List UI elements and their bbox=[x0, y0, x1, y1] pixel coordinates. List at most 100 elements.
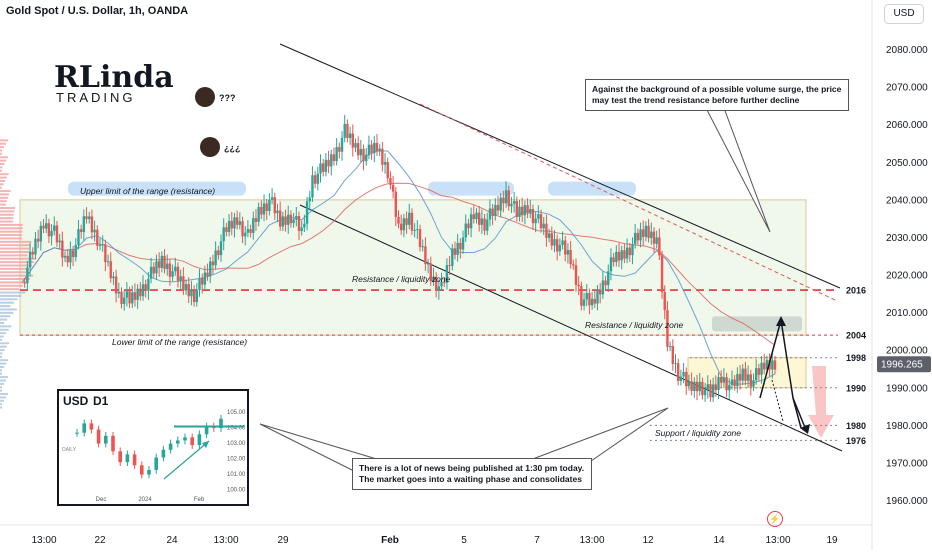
candle-body bbox=[625, 247, 629, 259]
inset-side-label: DAILY bbox=[62, 447, 77, 453]
candle-body bbox=[222, 227, 225, 242]
x-tick-label: 13:00 bbox=[213, 535, 238, 546]
inset-candle-body bbox=[197, 434, 202, 446]
candle-body bbox=[174, 266, 177, 272]
candle-body bbox=[477, 212, 481, 225]
candle-body bbox=[585, 293, 588, 300]
inset-candle-body bbox=[125, 454, 130, 463]
x-tick-label: 5 bbox=[461, 535, 467, 546]
candle-body bbox=[504, 190, 508, 204]
candle-body bbox=[434, 276, 438, 291]
candle-body bbox=[211, 261, 215, 266]
candle-body bbox=[475, 212, 478, 220]
candle-body bbox=[741, 368, 744, 381]
candle-body bbox=[512, 200, 516, 204]
volume-profile-bar bbox=[0, 315, 11, 318]
candle-body bbox=[405, 218, 408, 225]
candle-body bbox=[588, 293, 591, 306]
level-label-1976: 1976 bbox=[846, 436, 866, 446]
volume-profile-bar bbox=[0, 159, 7, 162]
candle-body bbox=[499, 197, 502, 211]
candle-body bbox=[763, 362, 766, 370]
y-tick-label: 2060.000 bbox=[886, 120, 928, 131]
inset-chart: USD D1 105.00 104.00 103.00 102.00 101.00 100.0… bbox=[62, 394, 246, 503]
inset-timeframe: D1 bbox=[93, 394, 109, 408]
callout-pointer-top bbox=[705, 107, 771, 233]
candle-body bbox=[244, 232, 247, 237]
candle-body bbox=[214, 250, 217, 266]
candle-body bbox=[620, 250, 623, 261]
candle-body bbox=[397, 216, 400, 224]
candle-body bbox=[365, 154, 368, 162]
candle-body bbox=[166, 263, 169, 270]
candle-body bbox=[26, 267, 29, 284]
volume-profile-bar bbox=[0, 142, 7, 145]
candle-body bbox=[534, 218, 537, 224]
volume-profile-bar bbox=[0, 396, 7, 399]
candle-body bbox=[278, 210, 282, 227]
candle-body bbox=[693, 381, 696, 391]
currency-button[interactable]: USD bbox=[884, 4, 924, 24]
highlight-pill-1 bbox=[428, 181, 514, 196]
emoji-caption-1: ¿¿¿ bbox=[224, 143, 241, 153]
candle-body bbox=[227, 220, 231, 232]
highlight-pill-2 bbox=[548, 181, 636, 196]
volume-profile-bar bbox=[0, 288, 19, 291]
y-tick-label: 2040.000 bbox=[886, 195, 928, 206]
volume-profile-bar bbox=[0, 338, 2, 341]
volume-profile-bar bbox=[0, 230, 23, 233]
volume-profile-bar bbox=[0, 200, 7, 203]
x-tick-label: 14 bbox=[713, 535, 725, 546]
x-tick-label: Feb bbox=[381, 535, 399, 546]
volume-profile-bar bbox=[0, 190, 11, 193]
candle-body bbox=[663, 292, 666, 311]
candle-body bbox=[276, 210, 279, 214]
level-label-1998: 1998 bbox=[846, 353, 866, 363]
candle-body bbox=[483, 218, 486, 231]
candle-body bbox=[90, 216, 94, 233]
candle-body bbox=[410, 212, 414, 231]
x-tick-label: 29 bbox=[277, 535, 289, 546]
volume-profile-bar bbox=[0, 294, 22, 297]
candle-body bbox=[273, 197, 276, 214]
inset-candle-body bbox=[154, 457, 158, 470]
candle-body bbox=[580, 286, 583, 306]
candle-body bbox=[348, 133, 352, 139]
inset-x-tick: Dec bbox=[96, 497, 107, 503]
lightning-icon[interactable]: ⚡ bbox=[767, 511, 783, 527]
candle-body bbox=[338, 147, 341, 152]
candle-body bbox=[117, 291, 121, 294]
candle-body bbox=[730, 379, 734, 385]
volume-profile-bar bbox=[0, 406, 2, 409]
y-tick-label: 1960.000 bbox=[886, 496, 928, 507]
candle-body bbox=[319, 163, 322, 174]
inset-candle-body bbox=[147, 469, 151, 475]
candle-body bbox=[628, 247, 631, 256]
candle-body bbox=[225, 227, 228, 232]
volume-profile-bar bbox=[0, 372, 2, 375]
inset-candle-body bbox=[190, 437, 194, 446]
candle-body bbox=[327, 159, 330, 167]
avatar-face-0 bbox=[195, 87, 215, 107]
volume-profile-bar bbox=[0, 244, 31, 247]
volume-profile-bar bbox=[0, 217, 14, 220]
candle-body bbox=[488, 208, 492, 220]
candle-body bbox=[722, 377, 726, 383]
candle-body bbox=[424, 246, 427, 265]
volume-profile-bar bbox=[0, 207, 16, 210]
candle-body bbox=[486, 219, 489, 231]
candle-body bbox=[765, 360, 769, 370]
candle-body bbox=[733, 379, 736, 387]
volume-profile-bar bbox=[0, 379, 7, 382]
volume-profile-bar bbox=[0, 359, 9, 362]
volume-profile-bar bbox=[0, 271, 27, 274]
x-tick-label: 12 bbox=[642, 535, 654, 546]
candle-body bbox=[82, 216, 86, 232]
volume-profile-bar bbox=[0, 393, 9, 396]
candle-body bbox=[615, 251, 618, 263]
candle-body bbox=[429, 263, 432, 282]
candle-body bbox=[332, 154, 336, 161]
avatar-face-1 bbox=[200, 137, 220, 157]
